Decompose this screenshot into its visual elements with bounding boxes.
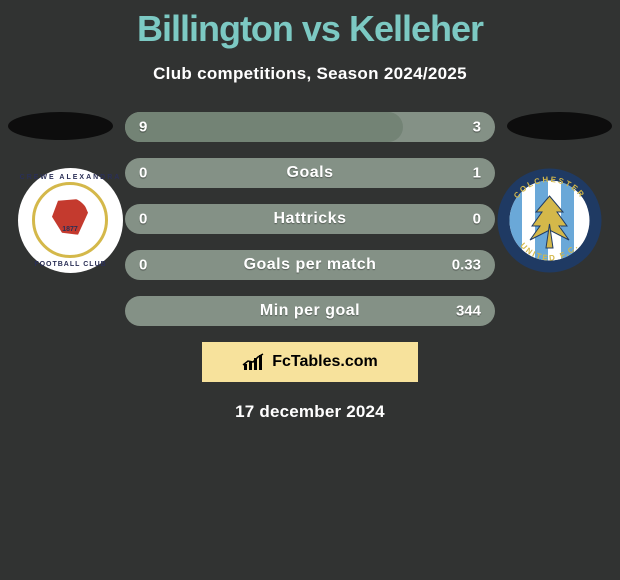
fctables-logo: FcTables.com [202, 342, 418, 382]
shadow-left [8, 112, 113, 140]
crest-left-top-text: CREWE ALEXANDRA [18, 174, 123, 181]
club-crest-right: COLCHESTER UNITED F.C. [497, 168, 602, 273]
date-text: 17 december 2024 [0, 402, 620, 422]
colchester-crest-icon: COLCHESTER UNITED F.C. [497, 168, 602, 273]
subtitle: Club competitions, Season 2024/2025 [0, 64, 620, 84]
crest-left-inner-ring: 1877 [32, 182, 108, 258]
stat-label: Goals [287, 164, 334, 182]
stat-bar-fill [125, 112, 403, 142]
stat-value-left: 0 [139, 165, 147, 182]
shadow-right [507, 112, 612, 140]
stat-value-right: 1 [473, 165, 481, 182]
stats-bars: 9Matches3 0 Goals 1 0 Hattricks 0 0 Goals per ma… [125, 112, 495, 326]
crest-left-bottom-text: FOOTBALL CLUB [18, 261, 123, 268]
stat-value-right: 344 [456, 303, 481, 320]
stat-value-left: 0 [139, 211, 147, 228]
stat-bar-goals: 0 Goals 1 [125, 158, 495, 188]
crest-left-year: 1877 [35, 226, 105, 233]
stat-value-right: 0 [473, 211, 481, 228]
stat-bar-hattricks: 0 Hattricks 0 [125, 204, 495, 234]
stat-label: Goals per match [244, 256, 377, 274]
club-crest-left: CREWE ALEXANDRA FOOTBALL CLUB 1877 [18, 168, 123, 273]
stat-bar-matches: 9Matches3 [125, 112, 495, 142]
fctables-text: FcTables.com [272, 353, 378, 371]
stat-value-left: 9 [139, 119, 147, 136]
comparison-panel: CREWE ALEXANDRA FOOTBALL CLUB 1877 [0, 112, 620, 422]
stat-label: Min per goal [260, 302, 360, 320]
stat-bar-goals-per-match: 0 Goals per match 0.33 [125, 250, 495, 280]
stat-label: Hattricks [274, 210, 347, 228]
stat-bar-min-per-goal: Min per goal 344 [125, 296, 495, 326]
stat-value-right: 3 [473, 119, 481, 136]
page-title: Billington vs Kelleher [0, 0, 620, 50]
stat-value-left: 0 [139, 257, 147, 274]
chart-icon [242, 353, 266, 371]
stat-value-right: 0.33 [452, 257, 481, 274]
